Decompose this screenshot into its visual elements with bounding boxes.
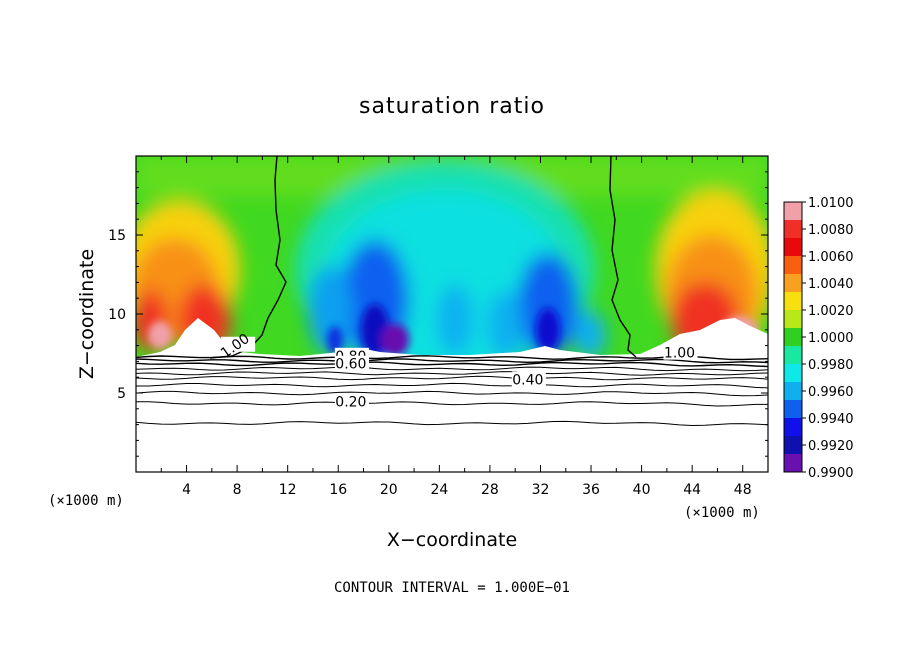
x-tick-label: 40 xyxy=(633,482,651,498)
contour-line xyxy=(136,382,768,389)
contour-line xyxy=(136,371,768,376)
colorbar-label: 0.9960 xyxy=(808,385,854,400)
contour-line xyxy=(136,390,768,397)
chart-title: saturation ratio xyxy=(359,94,545,119)
contour-label: 0.60 xyxy=(335,357,366,373)
x-units-right: (×1000 m) xyxy=(684,505,760,521)
contour-line xyxy=(136,420,768,427)
contour-line xyxy=(136,375,768,381)
x-tick-label: 20 xyxy=(380,482,398,498)
heatmap-field xyxy=(136,156,768,472)
y-tick-label: 15 xyxy=(108,228,126,244)
colorbar-swatch xyxy=(784,310,802,329)
x-tick-label: 44 xyxy=(683,482,701,498)
contour-interval-footer: CONTOUR INTERVAL = 1.000E−01 xyxy=(334,580,570,596)
colorbar-label: 0.9900 xyxy=(808,466,854,481)
x-tick-label: 4 xyxy=(182,482,191,498)
colorbar-swatch xyxy=(784,274,802,293)
x-axis-ticks: 4 8 12 16 20 24 28 32 36 40 44 48 xyxy=(160,156,752,498)
contour-labels: 1.001.000.800.600.400.20 xyxy=(218,331,698,411)
contour-label: 1.00 xyxy=(664,346,695,362)
colorbar-label: 0.9920 xyxy=(808,439,854,454)
y-tick-label: 5 xyxy=(117,386,126,402)
contour-lines xyxy=(136,355,768,427)
x-tick-label: 48 xyxy=(734,482,752,498)
x-units-left: (×1000 m) xyxy=(48,493,124,509)
colorbar-label: 1.0100 xyxy=(808,196,854,211)
contour-line xyxy=(136,358,768,364)
contour-label-bg xyxy=(334,393,369,409)
contour-label: 0.20 xyxy=(335,395,366,411)
contour-label-bg xyxy=(511,371,546,387)
y-axis-ticks: 5 10 15 xyxy=(108,171,768,457)
colorbar: 1.0100 1.0080 1.0060 1.0040 1.0020 1.0000 0.99… xyxy=(783,196,854,481)
colorbar-label: 1.0000 xyxy=(808,331,854,346)
x-tick-label: 32 xyxy=(532,482,550,498)
colorbar-swatch xyxy=(784,328,802,347)
x-tick-label: 28 xyxy=(481,482,499,498)
colorbar-swatch xyxy=(784,436,802,455)
colorbar-swatch xyxy=(784,256,802,275)
colorbar-swatch xyxy=(784,382,802,401)
colorbar-swatch xyxy=(784,346,802,365)
x-tick-label: 36 xyxy=(582,482,600,498)
x-axis-label: X−coordinate xyxy=(387,529,517,551)
x-tick-label: 8 xyxy=(233,482,242,498)
colorbar-label: 1.0020 xyxy=(808,304,854,319)
contour-label-bg xyxy=(663,344,698,360)
contour-line-1.00-right xyxy=(609,156,637,358)
y-tick-label: 10 xyxy=(108,307,126,323)
x-tick-label: 16 xyxy=(329,482,347,498)
colorbar-label: 1.0040 xyxy=(808,277,854,292)
colorbar-label: 1.0080 xyxy=(808,223,854,238)
contour-line xyxy=(136,366,768,372)
x-tick-label: 12 xyxy=(279,482,297,498)
x-tick-label: 24 xyxy=(430,482,448,498)
colorbar-swatch xyxy=(784,418,802,437)
colorbar-label: 1.0060 xyxy=(808,250,854,265)
colorbar-label: 0.9940 xyxy=(808,412,854,427)
colorbar-swatch xyxy=(784,202,802,221)
contour-label-bg xyxy=(221,336,256,352)
y-axis-label: Z−coordinate xyxy=(76,249,98,379)
colorbar-swatch xyxy=(784,364,802,383)
contour-label: 0.40 xyxy=(512,373,543,389)
colorbar-swatch xyxy=(784,220,802,239)
colorbar-swatch xyxy=(784,238,802,257)
colorbar-swatch xyxy=(784,292,802,311)
colorbar-swatch xyxy=(784,454,802,473)
colorbar-swatch xyxy=(784,400,802,419)
contour-line xyxy=(136,355,768,361)
colorbar-label: 0.9980 xyxy=(808,358,854,373)
contour-line xyxy=(136,401,768,407)
contour-label-bg xyxy=(334,355,369,371)
contour-line xyxy=(136,361,768,368)
